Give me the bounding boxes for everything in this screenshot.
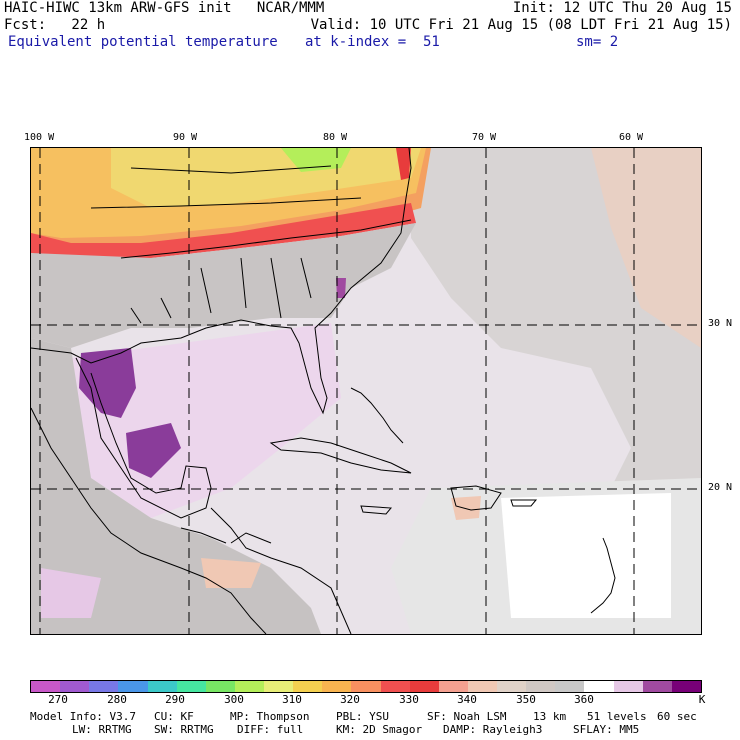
info-levels: 51 levels [587, 710, 647, 723]
lat-label-30n: 30 N [708, 318, 733, 329]
colorbar-swatch [205, 681, 235, 692]
colorbar-swatch [351, 681, 381, 692]
hispaniola-warm [451, 496, 481, 520]
atlantic-warm-patch [591, 148, 701, 348]
colorbar-swatch [526, 681, 556, 692]
colorbar-tick-300: 300 [224, 693, 244, 706]
smoothing-value: sm= 2 [576, 34, 619, 50]
colorbar-swatch [671, 681, 701, 692]
colorbar-swatch [613, 681, 643, 692]
colorbar-swatch [118, 681, 148, 692]
coastal-hot-spot [396, 148, 411, 180]
colorbar-tick-320: 320 [340, 693, 360, 706]
colorbar-swatch [264, 681, 294, 692]
cool-patch-300 [281, 148, 351, 172]
mexico-field [31, 338, 321, 634]
info-shortwave: SW: RRTMG [154, 723, 214, 736]
info-diffusion: DIFF: full [237, 723, 304, 736]
colorbar-swatch [147, 681, 177, 692]
honduras-warm [201, 558, 261, 588]
info-km: KM: 2D Smagor [336, 723, 423, 736]
colorbar-tick-290: 290 [165, 693, 185, 706]
colorbar-swatch [31, 681, 61, 692]
colorbar-tick-330: 330 [399, 693, 419, 706]
colorbar-tick-310: 310 [282, 693, 302, 706]
lon-label-90w: 90 W [173, 132, 198, 143]
colorbar-swatch [322, 681, 352, 692]
hot-band-340 [31, 203, 416, 258]
lon-label-80w: 80 W [323, 132, 348, 143]
init-time: Init: 12 UTC Thu 20 Aug 15 [512, 0, 732, 16]
lon-label-70w: 70 W [472, 132, 497, 143]
colorbar-swatch [176, 681, 206, 692]
colorbar-swatch [642, 681, 672, 692]
lat-label-20n: 20 N [708, 482, 733, 493]
coastlines [31, 148, 616, 634]
colorbar-swatch [467, 681, 497, 692]
colorbar-tick-350: 350 [516, 693, 536, 706]
mexico-purple-max [126, 423, 181, 478]
valid-time: Valid: 10 UTC Fri 21 Aug 15 (08 LDT Fri … [310, 17, 732, 33]
southeast-us-field [31, 223, 416, 348]
colorbar-swatch [409, 681, 439, 692]
colorbar-swatch [438, 681, 468, 692]
caribbean-clear [501, 493, 671, 618]
colorbar-tick-270: 270 [48, 693, 68, 706]
info-damping: DAMP: Rayleigh3 [443, 723, 543, 736]
colorbar-swatch [293, 681, 323, 692]
colorbar [30, 680, 702, 693]
colorbar-swatch [234, 681, 264, 692]
model-title: HAIC-HIWC 13km ARW-GFS init NCAR/MMM [4, 0, 325, 16]
info-timestep: 60 sec [657, 710, 697, 723]
theta-e-map [30, 147, 702, 635]
info-resolution: 13 km [533, 710, 567, 723]
lon-label-100w: 100 W [24, 132, 55, 143]
info-sflay: SFLAY: MM5 [573, 723, 640, 736]
info-longwave: LW: RRTMG [72, 723, 132, 736]
colorbar-tick-340: 340 [457, 693, 477, 706]
colorbar-tick-360: 360 [574, 693, 594, 706]
info-cumulus: CU: KF [154, 710, 194, 723]
info-pbl: PBL: YSU [336, 710, 389, 723]
info-microphysics: MP: Thompson [230, 710, 310, 723]
colorbar-swatch [555, 681, 585, 692]
florida-purple [336, 278, 346, 298]
info-version: Model Info: V3.7 [30, 710, 136, 723]
pacific-pink [41, 568, 101, 618]
lat-lon-grid [31, 148, 701, 634]
field-name: Equivalent potential temperature [8, 34, 278, 50]
colorbar-swatch [497, 681, 527, 692]
colorbar-units: K [698, 693, 706, 706]
forecast-hour: Fcst: 22 h [4, 17, 106, 33]
model-level: at k-index = 51 [305, 34, 440, 50]
colorbar-tick-280: 280 [107, 693, 127, 706]
colorbar-swatch [60, 681, 90, 692]
colorbar-swatch [89, 681, 119, 692]
info-surface: SF: Noah LSM [427, 710, 507, 723]
colorbar-swatch [380, 681, 410, 692]
colorbar-swatch [584, 681, 614, 692]
lon-label-60w: 60 W [619, 132, 644, 143]
